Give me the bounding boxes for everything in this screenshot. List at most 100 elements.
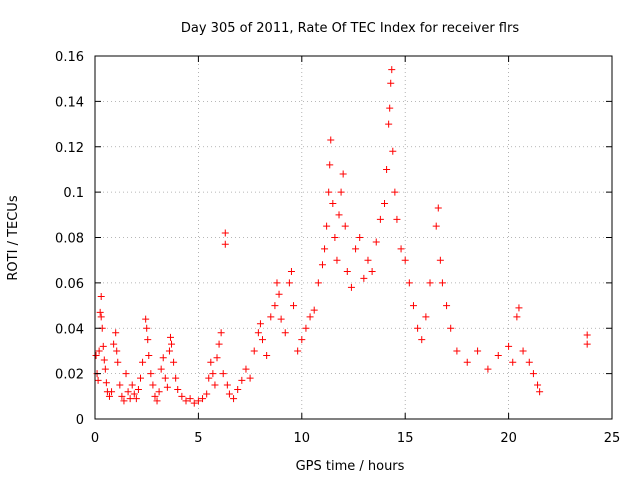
data-point <box>205 374 213 382</box>
data-point <box>126 395 134 403</box>
data-points <box>92 66 591 407</box>
data-point <box>207 358 215 366</box>
data-point <box>120 397 128 405</box>
data-point <box>484 365 492 373</box>
y-tick-label: 0.16 <box>55 50 84 65</box>
data-point <box>434 204 442 212</box>
data-point <box>108 388 116 396</box>
data-point <box>302 324 310 332</box>
data-point <box>386 104 394 112</box>
data-point <box>267 313 275 321</box>
data-point <box>128 381 136 389</box>
y-tick-label: 0.1 <box>63 186 84 201</box>
data-point <box>194 397 202 405</box>
data-point <box>136 374 144 382</box>
data-point <box>583 331 591 339</box>
data-point <box>263 351 271 359</box>
data-point <box>333 256 341 264</box>
data-point <box>217 329 225 337</box>
data-point <box>170 358 178 366</box>
data-point <box>513 313 521 321</box>
data-point <box>298 336 306 344</box>
x-axis-label: GPS time / hours <box>296 459 405 474</box>
data-point <box>159 354 167 362</box>
data-point <box>223 381 231 389</box>
data-point <box>321 245 329 253</box>
data-point <box>515 304 523 312</box>
data-point <box>327 136 335 144</box>
data-point <box>409 302 417 310</box>
data-point <box>134 386 142 394</box>
data-point <box>391 188 399 196</box>
data-point <box>178 392 186 400</box>
data-point <box>242 365 250 373</box>
data-point <box>161 374 169 382</box>
data-point <box>143 324 151 332</box>
data-point <box>221 229 229 237</box>
data-point <box>101 365 109 373</box>
data-point <box>341 222 349 230</box>
data-point <box>331 234 339 241</box>
data-point <box>186 395 194 403</box>
data-point <box>213 354 221 362</box>
data-point <box>110 340 118 348</box>
data-point <box>314 279 322 287</box>
data-point <box>347 283 355 291</box>
data-point <box>165 347 173 355</box>
data-point <box>422 313 430 321</box>
data-point <box>443 302 451 310</box>
data-point <box>388 66 396 74</box>
data-point <box>100 356 108 364</box>
data-point <box>230 395 238 403</box>
data-point <box>356 234 364 241</box>
data-point <box>99 342 107 350</box>
data-point <box>360 274 368 282</box>
data-point <box>376 215 384 223</box>
y-tick-label: 0.08 <box>55 232 84 247</box>
data-point <box>139 358 147 366</box>
data-point <box>294 347 302 355</box>
data-point <box>329 199 337 207</box>
grid-lines <box>95 56 612 419</box>
data-point <box>92 351 100 359</box>
data-point <box>290 302 298 310</box>
data-point <box>281 329 289 337</box>
data-point <box>519 347 527 355</box>
data-point <box>112 329 120 337</box>
data-point <box>525 358 533 366</box>
y-tick-label: 0.04 <box>55 322 84 337</box>
y-tick-label: 0.12 <box>55 141 84 156</box>
data-point <box>215 340 223 348</box>
data-point <box>97 313 105 321</box>
data-point <box>221 240 229 248</box>
data-point <box>155 388 163 396</box>
data-point <box>142 315 150 323</box>
data-point <box>414 324 422 332</box>
data-point <box>246 374 254 382</box>
x-tick-label: 25 <box>604 431 621 446</box>
data-point <box>132 395 140 403</box>
x-tick-label: 10 <box>294 431 311 446</box>
data-point <box>385 120 393 128</box>
data-point <box>256 320 264 328</box>
data-point <box>405 279 413 287</box>
y-tick-label: 0.02 <box>55 368 84 383</box>
data-point <box>306 313 314 321</box>
data-point <box>536 388 544 396</box>
data-point <box>238 376 246 384</box>
data-point <box>153 397 161 405</box>
x-tick-label: 0 <box>91 431 99 446</box>
data-point <box>250 347 258 355</box>
x-tick-label: 20 <box>500 431 517 446</box>
data-point <box>352 245 360 253</box>
data-point <box>95 347 103 355</box>
data-point <box>381 199 389 207</box>
data-point <box>105 392 113 400</box>
data-point <box>432 222 440 230</box>
axis-ticks: 0 5 10 15 20 25 0 0.02 0.04 0.06 0.08 0.1 0.12 0.14 0.… <box>55 50 620 446</box>
data-point <box>287 268 295 276</box>
data-point <box>94 376 102 384</box>
data-point <box>436 256 444 264</box>
data-point <box>271 302 279 310</box>
data-point <box>116 381 124 389</box>
